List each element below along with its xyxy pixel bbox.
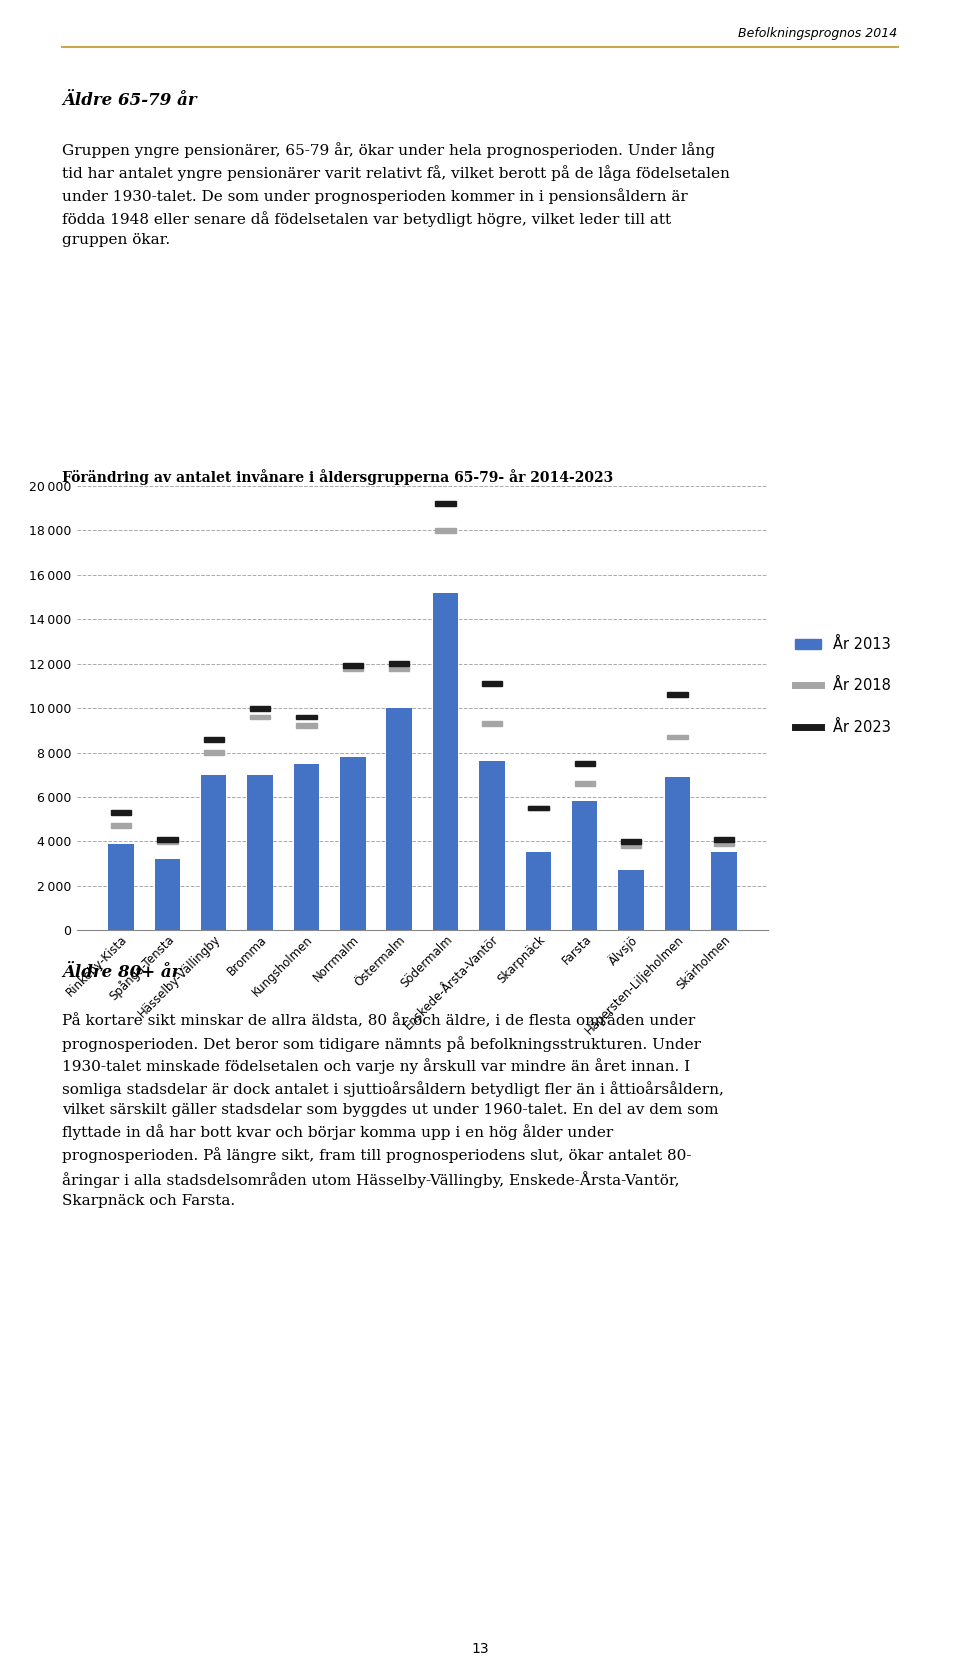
Bar <box>155 860 180 930</box>
Bar <box>713 836 734 841</box>
Bar <box>713 841 734 846</box>
Bar <box>572 801 597 930</box>
Bar <box>387 707 412 930</box>
Bar <box>528 806 548 811</box>
Bar <box>343 664 363 669</box>
Bar <box>621 840 641 843</box>
Bar <box>389 665 409 670</box>
Bar <box>250 714 271 719</box>
Text: Befolkningsprognos 2014: Befolkningsprognos 2014 <box>738 27 898 40</box>
Bar <box>667 734 687 739</box>
Bar <box>248 774 273 930</box>
Bar <box>482 721 502 726</box>
Bar <box>157 840 178 843</box>
Text: Gruppen yngre pensionärer, 65-79 år, ökar under hela prognosperioden. Under lång: Gruppen yngre pensionärer, 65-79 år, öka… <box>62 142 731 248</box>
Bar <box>250 706 271 711</box>
Bar <box>433 593 458 930</box>
Text: Äldre 80+ år: Äldre 80+ år <box>62 964 180 980</box>
Bar <box>525 853 551 930</box>
Bar <box>297 724 317 729</box>
Bar <box>436 528 456 533</box>
Bar <box>482 680 502 685</box>
Text: Förändring av antalet invånare i åldersgrupperna 65-79- år 2014-2023: Förändring av antalet invånare i åldersg… <box>62 469 613 484</box>
Bar <box>618 870 644 930</box>
Bar <box>297 714 317 719</box>
Bar <box>343 665 363 670</box>
Bar <box>157 836 178 841</box>
Bar <box>108 843 133 930</box>
Bar <box>389 662 409 665</box>
Bar <box>201 774 227 930</box>
Text: 13: 13 <box>471 1642 489 1656</box>
Bar <box>479 761 505 930</box>
Bar <box>667 692 687 697</box>
Legend: År 2013, År 2018, År 2023: År 2013, År 2018, År 2023 <box>789 632 897 741</box>
Bar <box>204 751 224 754</box>
Bar <box>436 501 456 506</box>
Bar <box>528 806 548 811</box>
Bar <box>621 843 641 848</box>
Bar <box>340 758 366 930</box>
Bar <box>110 810 132 815</box>
Bar <box>294 764 320 930</box>
Text: På kortare sikt minskar de allra äldsta, 80 år och äldre, i de flesta områden un: På kortare sikt minskar de allra äldsta,… <box>62 1014 724 1208</box>
Text: Äldre 65-79 år: Äldre 65-79 år <box>62 92 197 109</box>
Bar <box>711 853 736 930</box>
Bar <box>664 778 690 930</box>
Bar <box>574 781 595 786</box>
Bar <box>110 823 132 828</box>
Bar <box>574 761 595 766</box>
Bar <box>204 737 224 742</box>
